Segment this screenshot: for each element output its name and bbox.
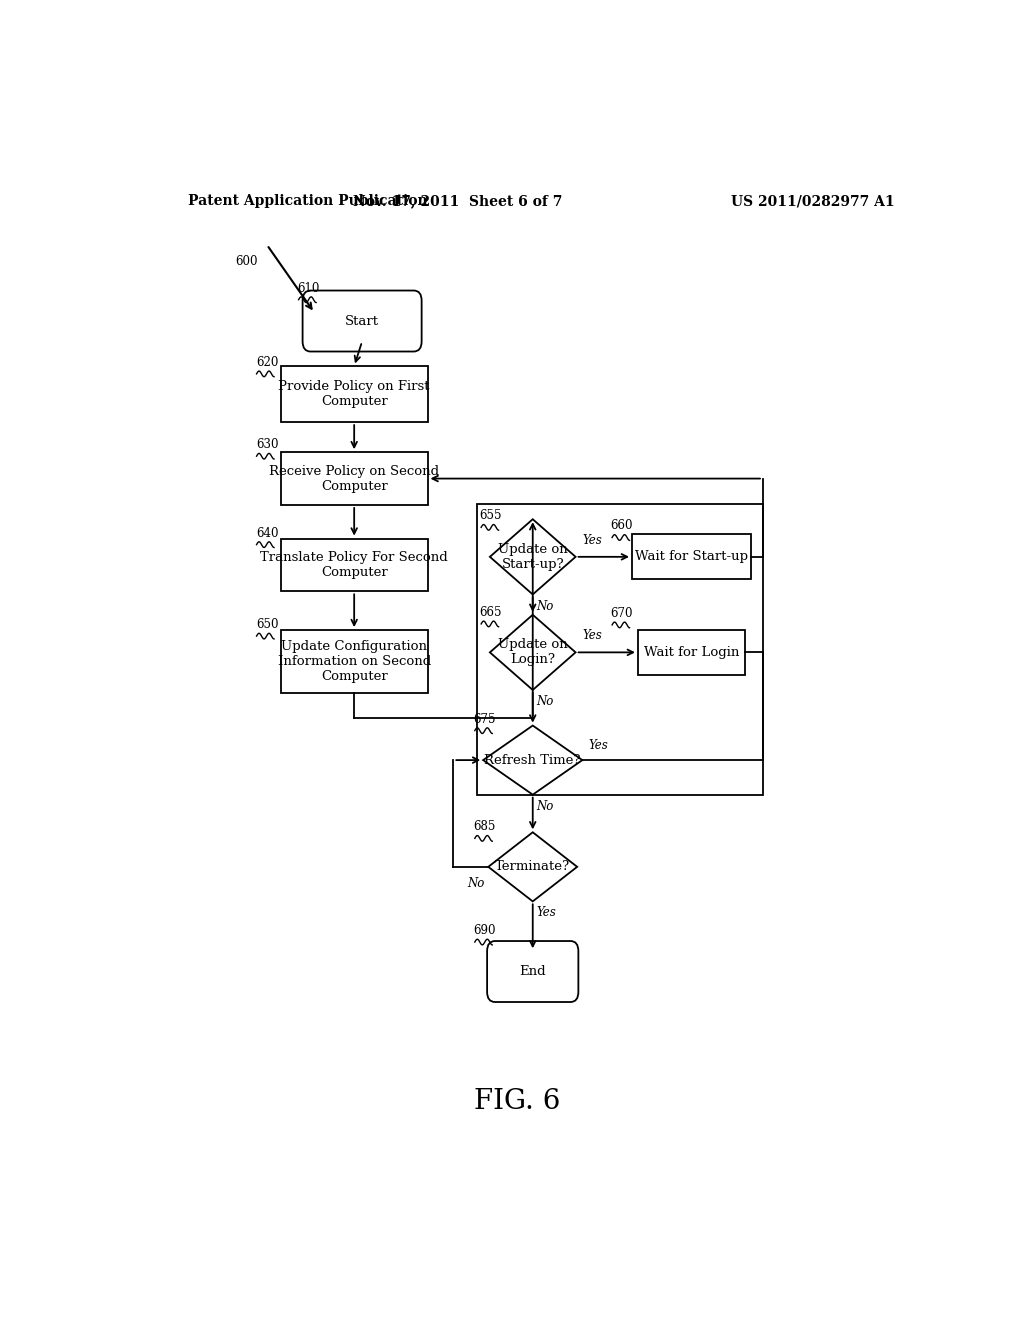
Text: 670: 670 bbox=[610, 607, 633, 620]
Text: 690: 690 bbox=[473, 924, 496, 937]
Text: 660: 660 bbox=[610, 520, 633, 532]
Bar bbox=[281, 630, 428, 693]
Text: Yes: Yes bbox=[537, 907, 556, 920]
Text: Yes: Yes bbox=[582, 533, 602, 546]
Text: No: No bbox=[537, 696, 554, 708]
Polygon shape bbox=[488, 833, 578, 902]
Bar bbox=[281, 366, 428, 422]
Polygon shape bbox=[489, 615, 575, 690]
Text: Receive Policy on Second
Computer: Receive Policy on Second Computer bbox=[269, 465, 439, 492]
Text: 675: 675 bbox=[473, 713, 496, 726]
Text: Yes: Yes bbox=[589, 739, 608, 752]
Text: 640: 640 bbox=[257, 527, 280, 540]
Text: 685: 685 bbox=[473, 820, 496, 833]
Text: Update on
Login?: Update on Login? bbox=[498, 639, 567, 667]
Text: FIG. 6: FIG. 6 bbox=[474, 1088, 560, 1115]
Text: Yes: Yes bbox=[582, 630, 602, 643]
Text: 600: 600 bbox=[236, 255, 258, 268]
Bar bbox=[281, 539, 428, 591]
Text: End: End bbox=[519, 965, 546, 978]
FancyBboxPatch shape bbox=[303, 290, 422, 351]
Text: US 2011/0282977 A1: US 2011/0282977 A1 bbox=[731, 194, 895, 209]
Text: 620: 620 bbox=[257, 356, 279, 368]
Text: Patent Application Publication: Patent Application Publication bbox=[187, 194, 427, 209]
Text: No: No bbox=[537, 800, 554, 813]
Text: Wait for Login: Wait for Login bbox=[644, 645, 739, 659]
Bar bbox=[477, 504, 763, 795]
Text: 610: 610 bbox=[297, 281, 319, 294]
Bar bbox=[632, 535, 751, 579]
Text: No: No bbox=[467, 876, 484, 890]
Bar bbox=[638, 630, 745, 675]
Text: Terminate?: Terminate? bbox=[496, 861, 570, 874]
Text: Refresh Time?: Refresh Time? bbox=[484, 754, 581, 767]
Text: No: No bbox=[537, 599, 554, 612]
Text: 630: 630 bbox=[257, 438, 280, 451]
Bar bbox=[281, 453, 428, 506]
Text: 655: 655 bbox=[479, 510, 502, 523]
Text: Nov. 17, 2011  Sheet 6 of 7: Nov. 17, 2011 Sheet 6 of 7 bbox=[352, 194, 562, 209]
Text: 665: 665 bbox=[479, 606, 502, 619]
Polygon shape bbox=[483, 726, 583, 795]
Text: Update on
Start-up?: Update on Start-up? bbox=[498, 543, 567, 570]
Text: Wait for Start-up: Wait for Start-up bbox=[635, 550, 748, 564]
Text: Provide Policy on First
Computer: Provide Policy on First Computer bbox=[279, 380, 430, 408]
Text: Update Configuration
Information on Second
Computer: Update Configuration Information on Seco… bbox=[278, 640, 431, 682]
Polygon shape bbox=[489, 519, 575, 594]
Text: 650: 650 bbox=[257, 618, 280, 631]
Text: Translate Policy For Second
Computer: Translate Policy For Second Computer bbox=[260, 550, 449, 579]
Text: Start: Start bbox=[345, 314, 379, 327]
FancyBboxPatch shape bbox=[487, 941, 579, 1002]
